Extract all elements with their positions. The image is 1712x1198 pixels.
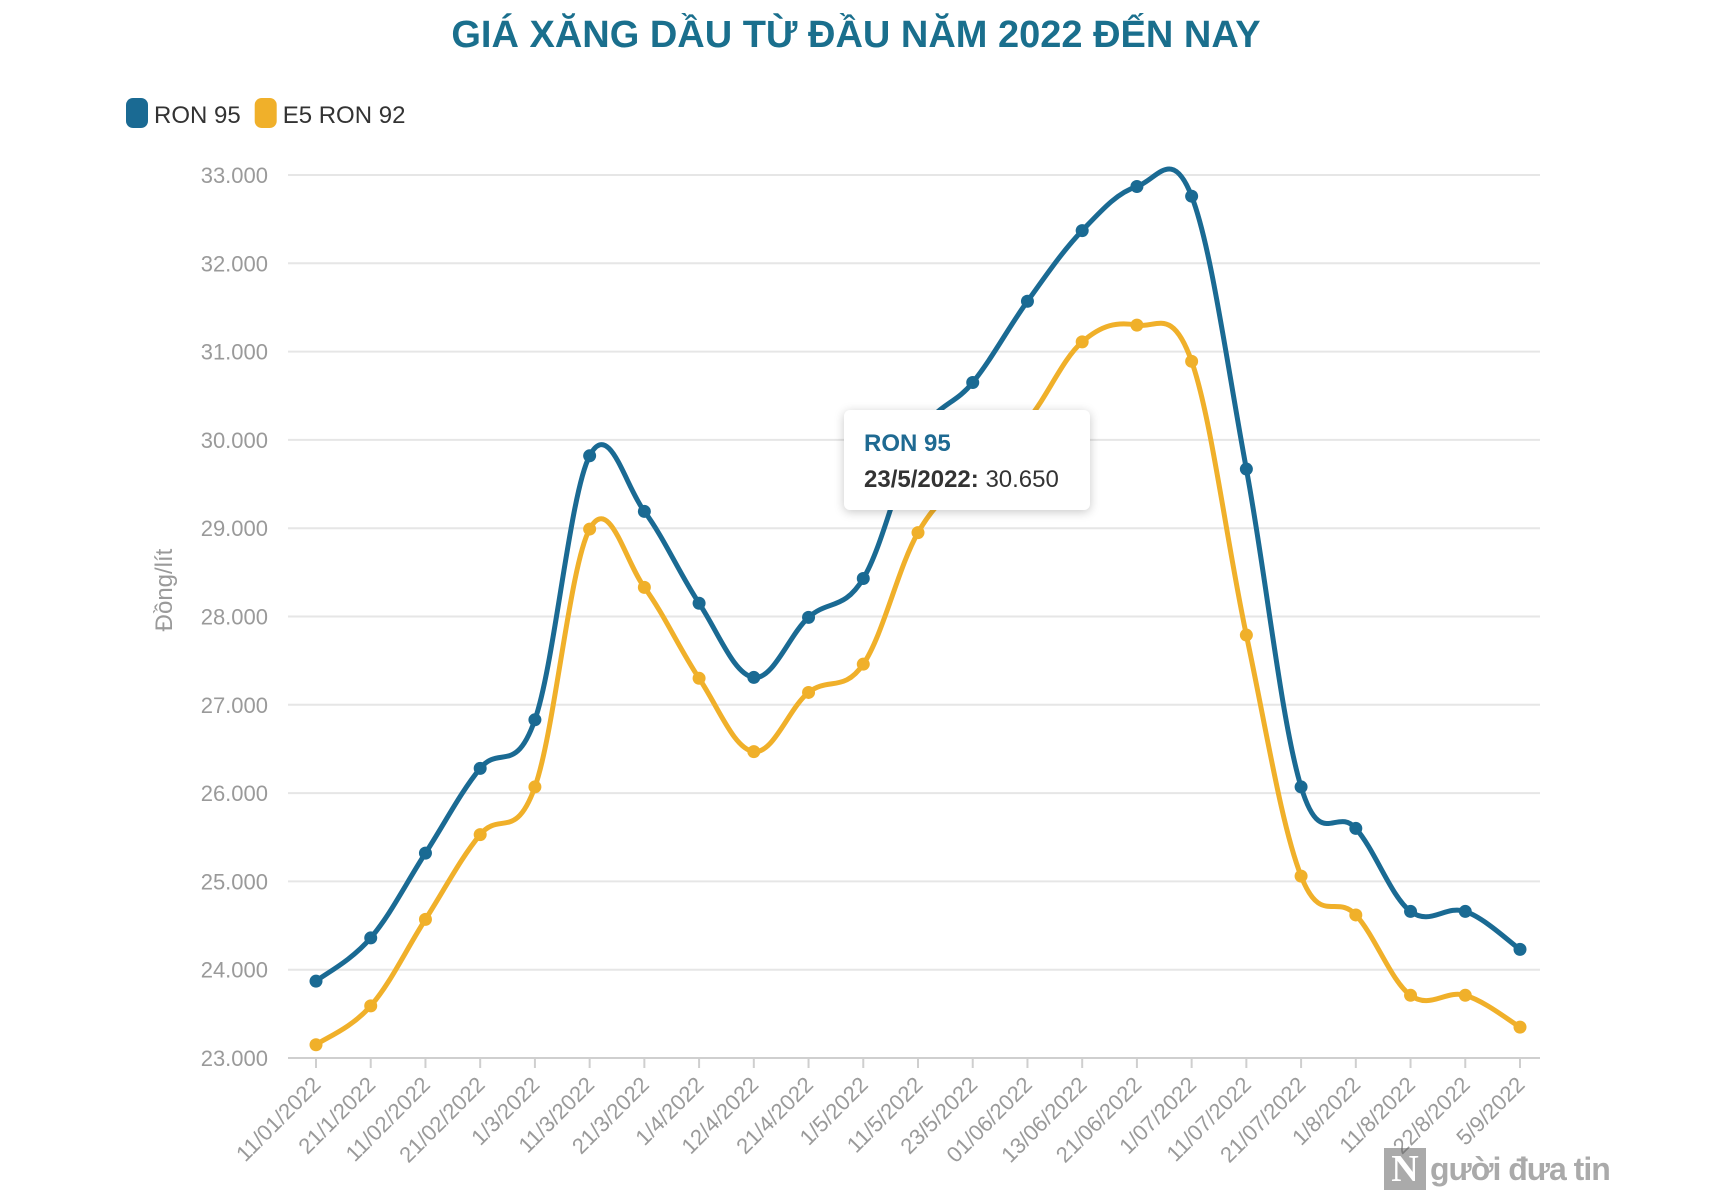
data-point-ron-95[interactable] (966, 376, 980, 390)
y-tick-label: 30.000 (201, 428, 268, 453)
y-tick-label: 32.000 (201, 251, 268, 276)
data-point-ron-95[interactable] (1513, 942, 1527, 956)
data-point-e5-ron-92[interactable] (1458, 988, 1472, 1002)
y-tick-label: 25.000 (201, 869, 268, 894)
data-point-e5-ron-92[interactable] (473, 828, 487, 842)
data-point-ron-95[interactable] (528, 713, 542, 727)
legend-swatch-e5-ron-92[interactable] (254, 98, 277, 128)
y-tick-label: 23.000 (201, 1046, 268, 1071)
y-tick-label: 27.000 (201, 693, 268, 718)
data-point-ron-95[interactable] (364, 931, 378, 945)
chart-title: GIÁ XĂNG DẦU TỪ ĐẦU NĂM 2022 ĐẾN NAY (451, 14, 1261, 56)
legend-label-ron-95[interactable]: RON 95 (154, 102, 241, 129)
tooltip: RON 95 23/5/2022: 30.650 (844, 410, 1090, 510)
data-point-e5-ron-92[interactable] (802, 685, 816, 699)
data-point-ron-95[interactable] (1458, 904, 1472, 918)
watermark-letter: N (1384, 1148, 1426, 1190)
data-point-ron-95[interactable] (1130, 179, 1144, 193)
data-point-ron-95[interactable] (692, 596, 706, 610)
y-axis-ticks: 23.000 24.000 25.000 26.000 27.000 28.000 29.0… (201, 163, 268, 1071)
data-point-e5-ron-92[interactable] (1294, 869, 1308, 883)
y-tick-label: 31.000 (201, 340, 268, 365)
legend-swatch-ron-95[interactable] (126, 98, 148, 128)
data-point-e5-ron-92[interactable] (418, 912, 432, 926)
data-point-e5-ron-92[interactable] (1075, 335, 1089, 349)
data-point-ron-95[interactable] (309, 974, 323, 988)
tooltip-date: 23/5/2022: (864, 466, 979, 493)
tooltip-value: 30.650 (985, 466, 1059, 493)
legend-label-e5-ron-92[interactable]: E5 RON 92 (283, 102, 406, 129)
data-point-ron-95[interactable] (856, 572, 870, 586)
series-line-ron-95 (314, 166, 1522, 984)
data-point-ron-95[interactable] (1349, 821, 1363, 835)
data-point-ron-95[interactable] (583, 449, 597, 463)
data-point-e5-ron-92[interactable] (911, 526, 925, 540)
data-point-ron-95[interactable] (1294, 780, 1308, 794)
grid (288, 174, 1540, 971)
data-point-e5-ron-92[interactable] (583, 522, 597, 536)
data-point-ron-95[interactable] (1020, 294, 1034, 308)
x-axis-ticks: 11/01/202221/1/202211/02/202221/02/20221… (231, 1058, 1530, 1167)
data-point-e5-ron-92[interactable] (1239, 628, 1253, 642)
watermark-logo: N gười đưa tin (1384, 1148, 1611, 1190)
data-point-e5-ron-92[interactable] (1130, 318, 1144, 332)
y-tick-label: 24.000 (201, 958, 268, 983)
data-point-e5-ron-92[interactable] (1349, 908, 1363, 922)
data-point-ron-95[interactable] (418, 846, 432, 860)
data-point-ron-95[interactable] (637, 504, 651, 518)
data-point-e5-ron-92[interactable] (528, 780, 542, 794)
data-point-e5-ron-92[interactable] (637, 580, 651, 594)
tooltip-line: 23/5/2022: 30.650 (864, 466, 1059, 494)
y-tick-label: 33.000 (201, 163, 268, 188)
watermark-text: gười đưa tin (1430, 1150, 1611, 1187)
data-point-ron-95[interactable] (1185, 189, 1199, 203)
data-point-ron-95[interactable] (1075, 224, 1089, 238)
data-point-e5-ron-92[interactable] (692, 671, 706, 685)
data-point-ron-95[interactable] (1404, 904, 1418, 918)
tooltip-series: RON 95 (864, 430, 951, 457)
legend[interactable]: RON 95 E5 RON 92 (126, 98, 405, 129)
data-point-ron-95[interactable] (1239, 462, 1253, 476)
data-point-ron-95[interactable] (802, 610, 816, 624)
data-point-ron-95[interactable] (747, 670, 761, 684)
data-point-e5-ron-92[interactable] (1513, 1020, 1527, 1034)
series (309, 166, 1527, 1052)
data-point-e5-ron-92[interactable] (309, 1038, 323, 1052)
data-point-e5-ron-92[interactable] (856, 657, 870, 671)
data-point-ron-95[interactable] (473, 761, 487, 775)
y-tick-label: 29.000 (201, 516, 268, 541)
y-axis-label: Đồng/lít (151, 548, 178, 631)
data-point-e5-ron-92[interactable] (1404, 988, 1418, 1002)
y-tick-label: 28.000 (201, 605, 268, 630)
data-point-e5-ron-92[interactable] (364, 999, 378, 1013)
data-point-e5-ron-92[interactable] (747, 745, 761, 759)
y-tick-label: 26.000 (201, 781, 268, 806)
data-point-e5-ron-92[interactable] (1185, 354, 1199, 368)
